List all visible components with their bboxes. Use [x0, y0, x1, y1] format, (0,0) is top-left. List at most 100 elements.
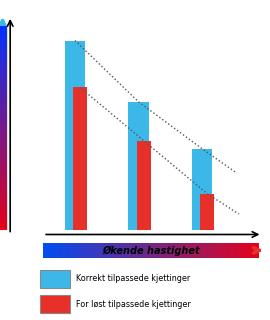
- Bar: [108, 243, 110, 258]
- Bar: [128, 102, 149, 230]
- Bar: [80, 243, 82, 258]
- Bar: [203, 243, 205, 258]
- Bar: [123, 243, 125, 258]
- Bar: [114, 243, 117, 258]
- Bar: [207, 243, 210, 258]
- Bar: [99, 243, 102, 258]
- Bar: [166, 243, 168, 258]
- Bar: [117, 243, 119, 258]
- Bar: [71, 243, 73, 258]
- Bar: [104, 243, 106, 258]
- Bar: [40, 269, 70, 287]
- Bar: [214, 243, 216, 258]
- Bar: [106, 243, 108, 258]
- Bar: [179, 243, 181, 258]
- Bar: [151, 243, 153, 258]
- Bar: [97, 243, 99, 258]
- Bar: [43, 243, 45, 258]
- Bar: [158, 243, 160, 258]
- Bar: [190, 243, 192, 258]
- Bar: [257, 243, 259, 258]
- Bar: [136, 243, 138, 258]
- Bar: [186, 243, 188, 258]
- Bar: [246, 243, 248, 258]
- Bar: [160, 243, 162, 258]
- Bar: [244, 243, 246, 258]
- Bar: [231, 243, 233, 258]
- Bar: [137, 140, 151, 230]
- Bar: [216, 243, 218, 258]
- Bar: [84, 243, 86, 258]
- Bar: [173, 243, 175, 258]
- Bar: [199, 243, 201, 258]
- Bar: [162, 243, 164, 258]
- Bar: [168, 243, 171, 258]
- Bar: [222, 243, 225, 258]
- Text: For løst tilpassede kjettinger: For løst tilpassede kjettinger: [76, 300, 191, 309]
- Bar: [225, 243, 227, 258]
- Bar: [65, 243, 67, 258]
- Bar: [130, 243, 132, 258]
- Bar: [67, 243, 69, 258]
- Bar: [112, 243, 114, 258]
- Bar: [205, 243, 207, 258]
- Bar: [210, 243, 212, 258]
- Bar: [48, 243, 50, 258]
- Text: Korrekt tilpassede kjettinger: Korrekt tilpassede kjettinger: [76, 274, 191, 283]
- Bar: [102, 243, 104, 258]
- Bar: [235, 243, 238, 258]
- Bar: [143, 243, 145, 258]
- Bar: [200, 194, 214, 230]
- Bar: [56, 243, 58, 258]
- Bar: [82, 243, 84, 258]
- Bar: [240, 243, 242, 258]
- Bar: [188, 243, 190, 258]
- Bar: [218, 243, 220, 258]
- Bar: [192, 243, 194, 258]
- Bar: [69, 243, 71, 258]
- Bar: [121, 243, 123, 258]
- Bar: [76, 243, 78, 258]
- Bar: [253, 243, 255, 258]
- Bar: [192, 149, 212, 230]
- Bar: [177, 243, 179, 258]
- Bar: [153, 243, 156, 258]
- Bar: [147, 243, 149, 258]
- Bar: [93, 243, 95, 258]
- Bar: [255, 243, 257, 258]
- Bar: [125, 243, 127, 258]
- Bar: [50, 243, 52, 258]
- Bar: [248, 243, 251, 258]
- Bar: [138, 243, 140, 258]
- Bar: [251, 243, 253, 258]
- Bar: [40, 295, 70, 313]
- Bar: [73, 87, 87, 230]
- Bar: [233, 243, 235, 258]
- Bar: [140, 243, 143, 258]
- Bar: [171, 243, 173, 258]
- Bar: [156, 243, 158, 258]
- Bar: [181, 243, 184, 258]
- Bar: [86, 243, 89, 258]
- Bar: [149, 243, 151, 258]
- Bar: [63, 243, 65, 258]
- Bar: [78, 243, 80, 258]
- Bar: [89, 243, 91, 258]
- Bar: [229, 243, 231, 258]
- Bar: [164, 243, 166, 258]
- Bar: [227, 243, 229, 258]
- Bar: [197, 243, 199, 258]
- Bar: [145, 243, 147, 258]
- Bar: [212, 243, 214, 258]
- Bar: [201, 243, 203, 258]
- Bar: [175, 243, 177, 258]
- Text: Økende hastighet: Økende hastighet: [102, 245, 200, 256]
- Bar: [45, 243, 48, 258]
- Bar: [73, 243, 76, 258]
- Bar: [52, 243, 54, 258]
- Bar: [110, 243, 112, 258]
- Bar: [194, 243, 197, 258]
- Bar: [242, 243, 244, 258]
- Bar: [184, 243, 186, 258]
- Bar: [127, 243, 130, 258]
